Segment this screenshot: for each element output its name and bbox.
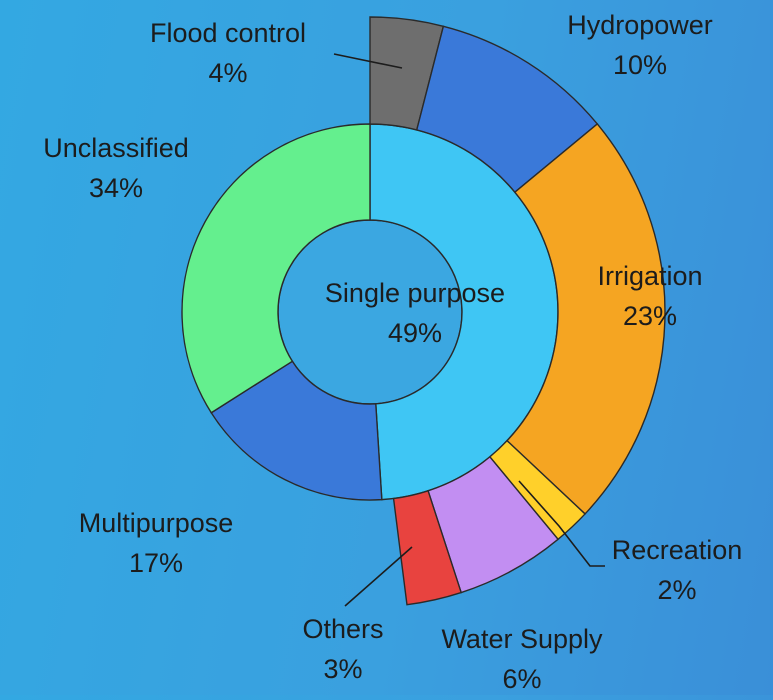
center-disk: [277, 219, 463, 405]
label-center-value: 49%: [388, 318, 442, 348]
leader-others: [344, 546, 413, 607]
label-water-supply-value: 6%: [502, 664, 541, 694]
leader-flood-control: [333, 53, 403, 69]
leader-recreation: [518, 480, 605, 567]
label-recreation-value: 2%: [657, 575, 696, 605]
label-flood-control-name: Flood control: [150, 18, 306, 48]
labels-layer: Single purpose 49% Unclassified 34% Multipur…: [43, 10, 742, 694]
label-hydropower-value: 10%: [613, 50, 667, 80]
wedge-inner-unclassified: [181, 123, 371, 414]
wedges-layer: [181, 16, 666, 606]
label-unclassified-value: 34%: [89, 173, 143, 203]
label-hydropower: Hydropower 10%: [567, 10, 713, 80]
label-multipurpose-name: Multipurpose: [79, 508, 234, 538]
label-irrigation: Irrigation 23%: [597, 261, 702, 331]
label-multipurpose-value: 17%: [129, 548, 183, 578]
leader-lines-layer: [333, 53, 605, 607]
label-multipurpose: Multipurpose 17%: [79, 508, 234, 578]
label-unclassified: Unclassified 34%: [43, 133, 189, 203]
label-others: Others 3%: [302, 614, 383, 684]
label-others-value: 3%: [323, 654, 362, 684]
wedge-inner-multipurpose: [210, 360, 383, 501]
label-water-supply: Water Supply 6%: [441, 624, 603, 694]
label-center-name: Single purpose: [325, 278, 505, 308]
label-flood-control-value: 4%: [208, 58, 247, 88]
label-unclassified-name: Unclassified: [43, 133, 189, 163]
label-flood-control: Flood control 4%: [150, 18, 306, 88]
wedge-outer-others: [392, 489, 463, 606]
label-hydropower-name: Hydropower: [567, 10, 713, 40]
label-irrigation-value: 23%: [623, 301, 677, 331]
label-irrigation-name: Irrigation: [597, 261, 702, 291]
label-recreation: Recreation 2%: [612, 535, 743, 605]
label-others-name: Others: [302, 614, 383, 644]
label-recreation-name: Recreation: [612, 535, 743, 565]
label-water-supply-name: Water Supply: [441, 624, 603, 654]
wedge-outer-irrigation: [506, 122, 666, 515]
label-center: Single purpose 49%: [325, 278, 505, 348]
